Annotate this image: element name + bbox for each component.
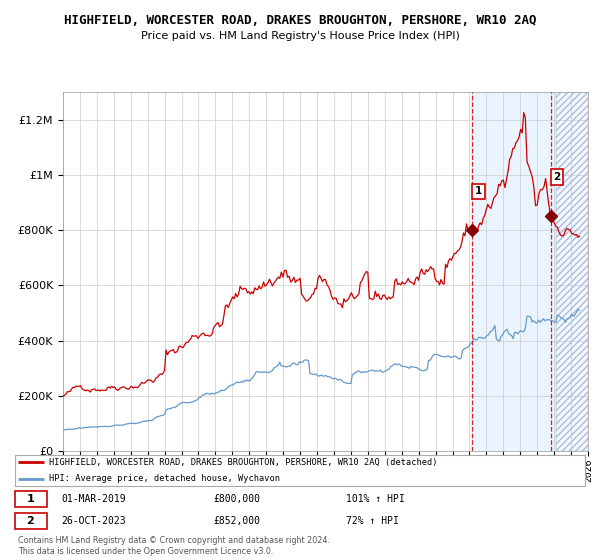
FancyBboxPatch shape	[15, 491, 47, 507]
FancyBboxPatch shape	[15, 513, 47, 529]
Text: 101% ↑ HPI: 101% ↑ HPI	[346, 494, 405, 504]
FancyBboxPatch shape	[15, 455, 585, 486]
Bar	[472, 92, 556, 451]
Text: Price paid vs. HM Land Registry's House Price Index (HPI): Price paid vs. HM Land Registry's House …	[140, 31, 460, 41]
Bar	[556, 92, 588, 451]
Text: 2: 2	[26, 516, 34, 526]
Bar	[556, 92, 588, 451]
Text: HPI: Average price, detached house, Wychavon: HPI: Average price, detached house, Wych…	[49, 474, 280, 483]
Text: 2: 2	[554, 172, 561, 182]
Text: Contains HM Land Registry data © Crown copyright and database right 2024.
This d: Contains HM Land Registry data © Crown c…	[18, 536, 330, 556]
Text: 1: 1	[26, 494, 34, 504]
Text: £852,000: £852,000	[214, 516, 260, 526]
Text: 01-MAR-2019: 01-MAR-2019	[61, 494, 125, 504]
Text: £800,000: £800,000	[214, 494, 260, 504]
Text: 1: 1	[475, 186, 482, 197]
Text: 26-OCT-2023: 26-OCT-2023	[61, 516, 125, 526]
Text: HIGHFIELD, WORCESTER ROAD, DRAKES BROUGHTON, PERSHORE, WR10 2AQ: HIGHFIELD, WORCESTER ROAD, DRAKES BROUGH…	[64, 14, 536, 27]
Text: 72% ↑ HPI: 72% ↑ HPI	[346, 516, 399, 526]
Text: HIGHFIELD, WORCESTER ROAD, DRAKES BROUGHTON, PERSHORE, WR10 2AQ (detached): HIGHFIELD, WORCESTER ROAD, DRAKES BROUGH…	[49, 458, 438, 466]
